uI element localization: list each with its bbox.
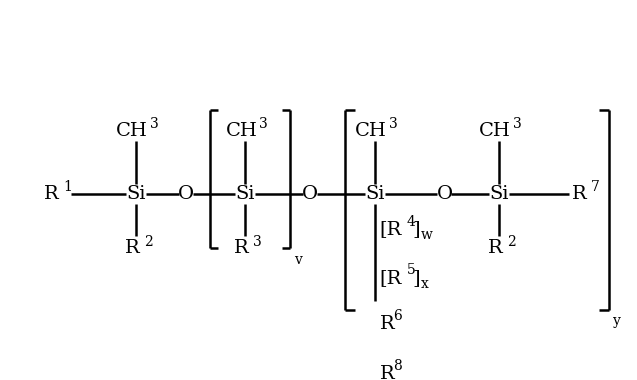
Text: CH: CH <box>479 122 511 140</box>
Text: 3: 3 <box>150 117 159 131</box>
Text: w: w <box>420 228 433 242</box>
Text: R: R <box>234 239 248 257</box>
Text: 2: 2 <box>144 235 152 249</box>
Text: x: x <box>420 277 429 291</box>
Text: R: R <box>380 315 394 333</box>
Text: CH: CH <box>116 122 148 140</box>
Text: Si: Si <box>236 185 255 203</box>
Text: 3: 3 <box>259 117 268 131</box>
Text: [R: [R <box>380 269 402 287</box>
Text: Si: Si <box>126 185 145 203</box>
Text: 2: 2 <box>507 235 516 249</box>
Text: y: y <box>613 314 620 328</box>
Text: 4: 4 <box>406 215 415 229</box>
Text: R: R <box>44 185 59 203</box>
Text: CH: CH <box>225 122 257 140</box>
Text: CH: CH <box>355 122 387 140</box>
Text: [R: [R <box>380 220 402 238</box>
Text: 5: 5 <box>406 263 415 277</box>
Text: Si: Si <box>489 185 509 203</box>
Text: 1: 1 <box>63 180 72 194</box>
Text: 3: 3 <box>389 117 397 131</box>
Text: R: R <box>488 239 503 257</box>
Text: 3: 3 <box>254 235 262 249</box>
Text: O: O <box>178 185 194 203</box>
Text: O: O <box>302 185 318 203</box>
Text: ]: ] <box>413 269 420 287</box>
Text: Si: Si <box>365 185 385 203</box>
Text: 3: 3 <box>513 117 522 131</box>
Text: R: R <box>380 365 394 380</box>
Text: R: R <box>124 239 140 257</box>
Text: R: R <box>571 185 586 203</box>
Text: v: v <box>294 253 302 267</box>
Text: 7: 7 <box>590 180 599 194</box>
Text: O: O <box>436 185 452 203</box>
Text: 6: 6 <box>392 309 401 323</box>
Text: ]: ] <box>413 220 420 238</box>
Text: 8: 8 <box>392 359 401 374</box>
